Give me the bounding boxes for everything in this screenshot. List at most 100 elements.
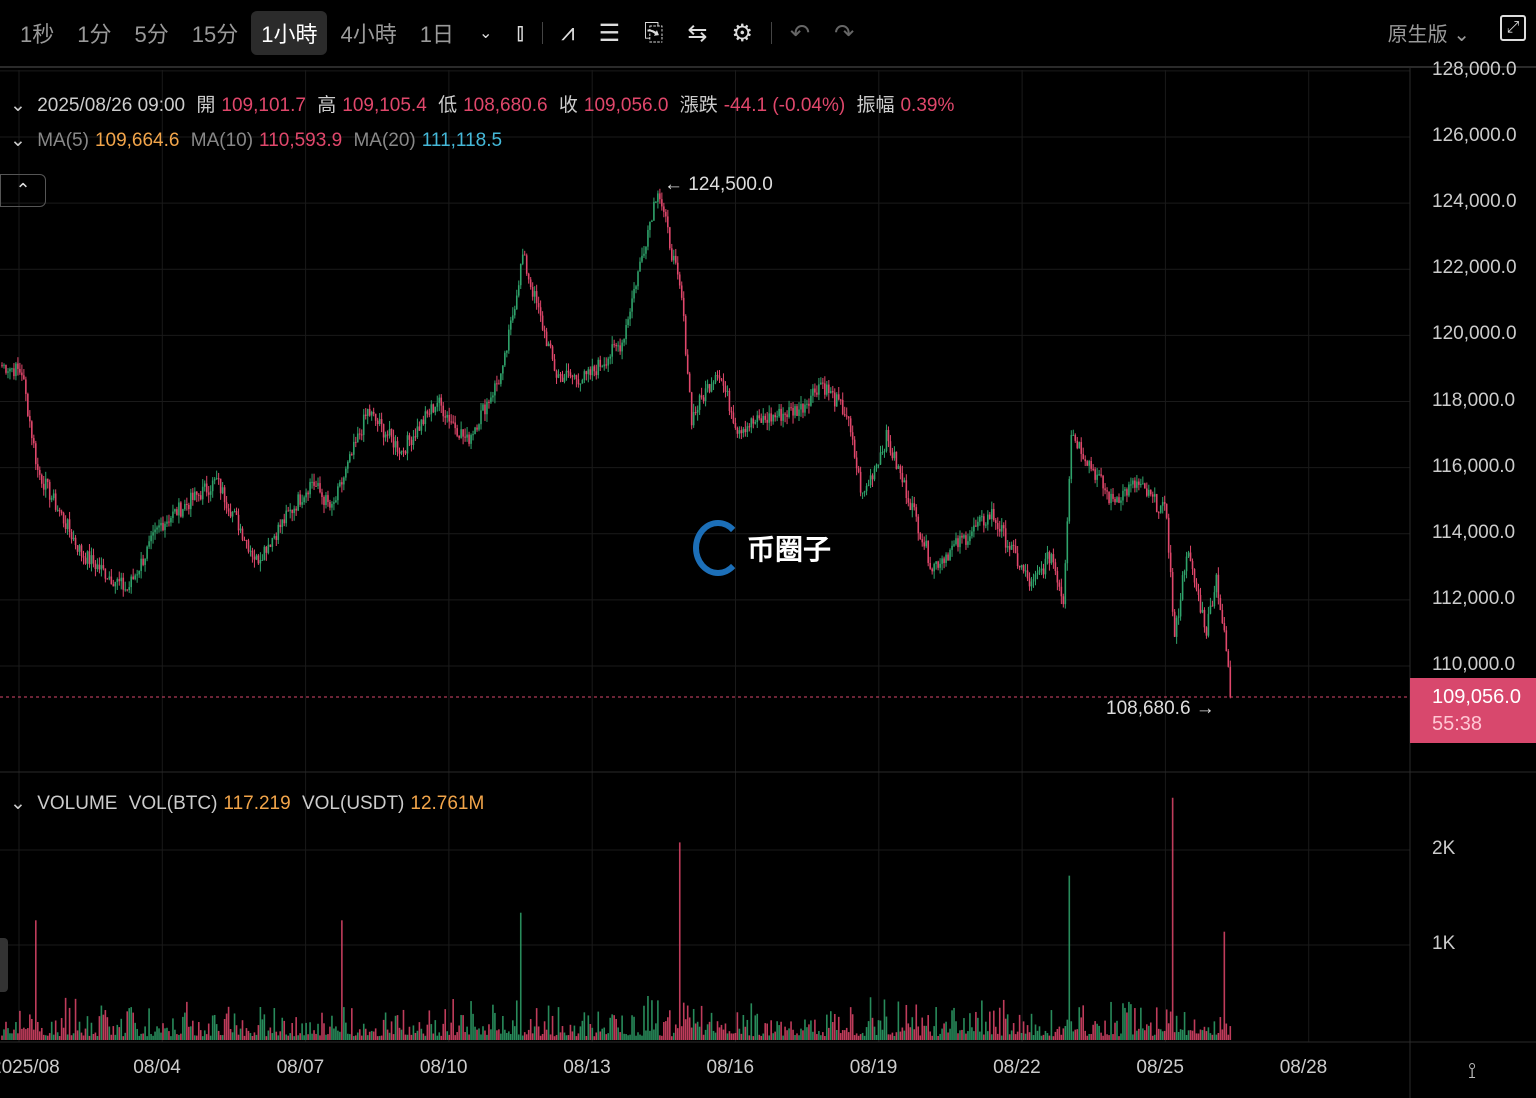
- timeframe-1d[interactable]: 1日: [419, 22, 454, 47]
- chevron-down-icon[interactable]: ⌄: [10, 95, 26, 116]
- candle-body: [521, 254, 524, 264]
- volume-bar: [225, 1013, 228, 1040]
- candle-body: [404, 451, 407, 454]
- volume-bar: [404, 1034, 407, 1040]
- candle-body: [323, 497, 325, 505]
- undo-icon[interactable]: ↶: [789, 19, 811, 47]
- collapse-button[interactable]: ⌃: [0, 174, 46, 207]
- chevron-down-icon[interactable]: ⌄: [10, 793, 26, 814]
- volume-bar: [1072, 1031, 1075, 1040]
- candle-body: [665, 211, 667, 217]
- timeframe-1s[interactable]: 1秒: [20, 22, 55, 47]
- volume-bar: [1153, 1034, 1156, 1040]
- volume-bar: [382, 1019, 385, 1040]
- volume-bar: [975, 1011, 977, 1040]
- volume-bar: [490, 1029, 492, 1040]
- volume-bar: [808, 1024, 810, 1040]
- volume-bar: [325, 1034, 327, 1040]
- timeframe-4h[interactable]: 4小時: [340, 22, 397, 47]
- volume-bar: [366, 1035, 369, 1040]
- chevron-down-icon[interactable]: ⌄: [10, 130, 26, 151]
- candle-body: [597, 359, 600, 376]
- candle-body: [704, 388, 707, 402]
- candle-body: [360, 434, 363, 436]
- timeframe-1m[interactable]: 1分: [77, 22, 112, 47]
- volume-bar: [617, 1027, 619, 1040]
- volume-bar: [909, 1027, 912, 1040]
- candle-body: [243, 539, 246, 541]
- volume-bar: [420, 1028, 423, 1040]
- volume-bar: [289, 1033, 291, 1040]
- redo-icon[interactable]: ↷: [834, 19, 855, 47]
- candle-body: [351, 454, 353, 456]
- candle-body: [947, 554, 949, 561]
- volume-bar: [347, 1033, 349, 1040]
- candle-body: [871, 475, 874, 480]
- candle-body: [867, 485, 870, 487]
- candle-body: [712, 382, 715, 385]
- volume-bar: [712, 1030, 715, 1040]
- timeframe-5m[interactable]: 5分: [134, 22, 169, 47]
- volume-bar: [168, 1031, 170, 1040]
- volume-bar: [587, 1015, 590, 1040]
- volume-bar: [831, 1022, 834, 1040]
- candle-body: [1, 365, 3, 367]
- volume-bar: [68, 1007, 71, 1040]
- candle-body: [1002, 525, 1005, 529]
- candle-body: [806, 403, 808, 405]
- candle-body: [752, 418, 755, 424]
- candle-body: [44, 478, 47, 490]
- candle-body: [1124, 489, 1126, 491]
- volume-bar: [92, 1033, 95, 1040]
- volume-bar: [255, 1034, 258, 1040]
- timeframe-15m[interactable]: 15分: [191, 22, 239, 47]
- fullscreen-icon[interactable]: ⤢: [1500, 15, 1526, 41]
- candle-body: [998, 528, 1001, 532]
- candle-body: [762, 415, 765, 423]
- candle-body: [1207, 613, 1210, 636]
- candle-body: [957, 538, 959, 548]
- draw-tools-icon[interactable]: ☰: [598, 19, 621, 47]
- volume-bar: [519, 912, 522, 1040]
- volume-bar: [1177, 1031, 1180, 1040]
- ohlc-legend: ⌄ 2025/08/26 09:00 開 109,101.7 高 109,105.4…: [10, 90, 960, 117]
- gear-icon[interactable]: ⚙: [731, 19, 753, 47]
- volume-bar: [649, 1030, 651, 1040]
- candle-body: [180, 502, 182, 517]
- candle-body: [519, 263, 522, 286]
- volume-bar: [824, 1036, 826, 1040]
- chevron-down-icon[interactable]: ⌄: [478, 25, 493, 42]
- volume-bar: [341, 920, 343, 1040]
- candle-body: [456, 428, 458, 436]
- candle-body: [438, 397, 441, 403]
- replay-icon[interactable]: ⎘: [644, 19, 664, 46]
- axis-scale-icon[interactable]: ⟟: [1468, 1058, 1477, 1083]
- volume-bar: [690, 1027, 693, 1040]
- volume-bar: [1018, 1014, 1021, 1040]
- volume-bar: [533, 1026, 536, 1040]
- panel-resize-handle[interactable]: [0, 938, 8, 992]
- candle-type-icon[interactable]: ⫾: [516, 19, 525, 46]
- compare-icon[interactable]: ⇆: [687, 19, 708, 47]
- candle-body: [537, 303, 540, 308]
- indicator-icon[interactable]: ⩘: [561, 19, 575, 46]
- volume-bar: [110, 1034, 113, 1040]
- volume-bar: [990, 1034, 993, 1040]
- candle-body: [1082, 453, 1085, 460]
- timeframe-1h[interactable]: 1小時: [251, 11, 328, 55]
- candle-body: [498, 383, 500, 385]
- candle-body: [1054, 562, 1057, 572]
- volume-bar: [672, 1032, 675, 1040]
- candle-body: [446, 414, 449, 418]
- volume-bar: [752, 1036, 755, 1040]
- candle-body: [94, 563, 97, 570]
- candle-body: [631, 298, 633, 312]
- candle-body: [152, 532, 154, 536]
- candle-body: [939, 563, 941, 568]
- candle-body: [233, 511, 236, 513]
- candle-body: [1000, 525, 1003, 532]
- volume-bar: [722, 1029, 725, 1040]
- version-select[interactable]: 原生版 ⌄: [1388, 18, 1470, 47]
- volume-bar: [378, 1035, 381, 1040]
